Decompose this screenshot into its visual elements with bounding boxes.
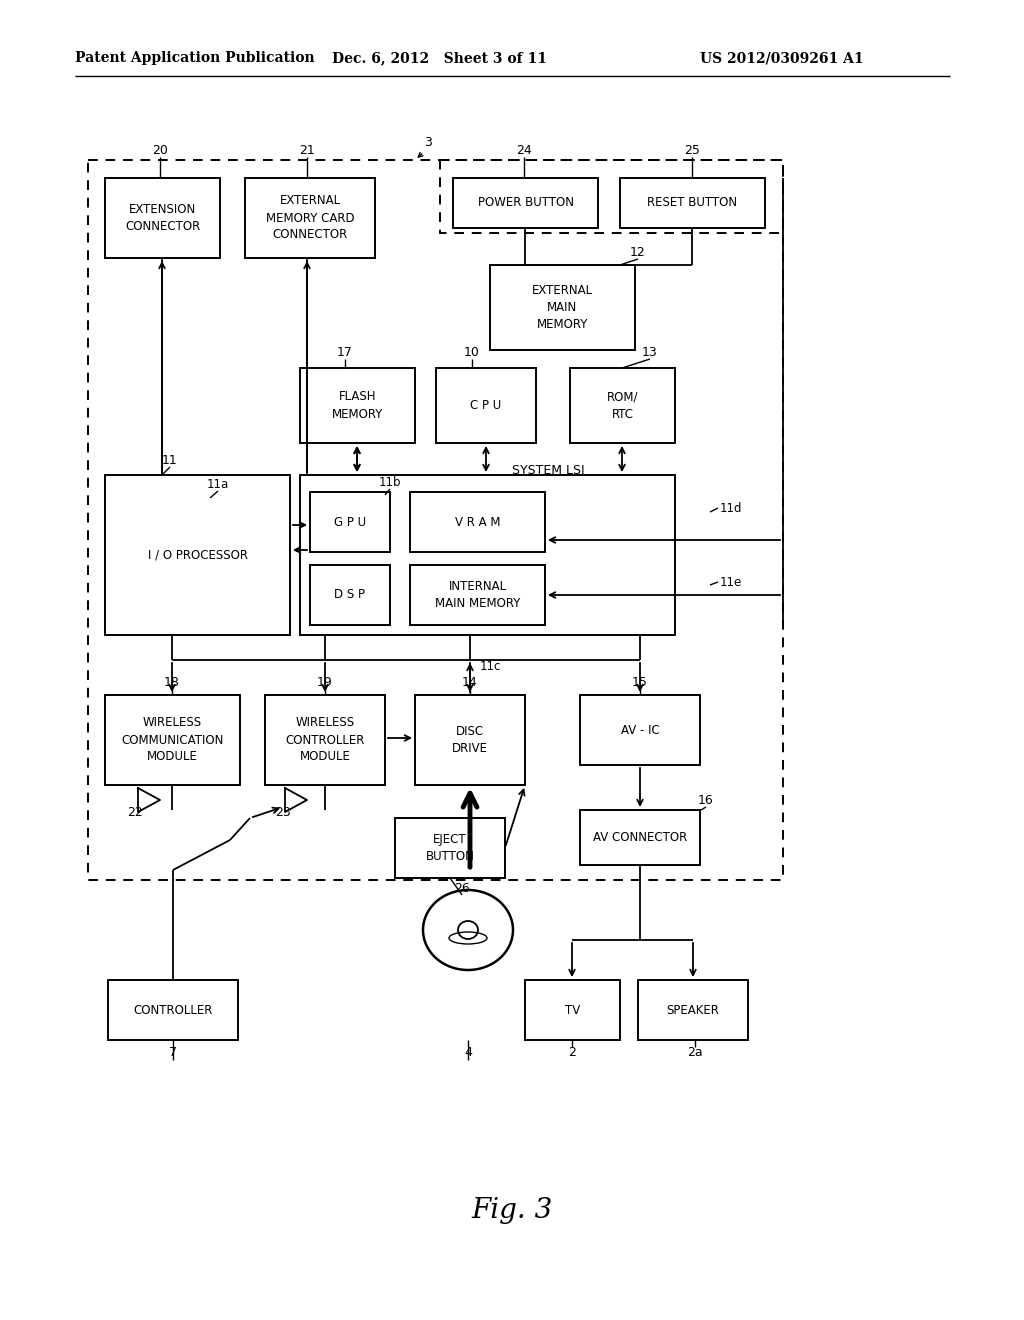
Text: EXTERNAL
MAIN
MEMORY: EXTERNAL MAIN MEMORY (531, 284, 593, 331)
Text: 11a: 11a (207, 479, 229, 491)
Text: V R A M: V R A M (455, 516, 501, 528)
Text: 19: 19 (317, 676, 333, 689)
Bar (265, 696, 385, 785)
Text: 24: 24 (516, 144, 531, 157)
Text: 2: 2 (568, 1047, 575, 1060)
Text: POWER BUTTON: POWER BUTTON (477, 197, 573, 210)
Bar (490, 265, 635, 350)
Text: 14: 14 (462, 676, 478, 689)
Bar (105, 696, 240, 785)
Text: AV CONNECTOR: AV CONNECTOR (593, 832, 687, 843)
Text: INTERNAL
MAIN MEMORY: INTERNAL MAIN MEMORY (435, 579, 520, 610)
Text: 15: 15 (632, 676, 648, 689)
Bar (395, 818, 505, 878)
Text: 25: 25 (684, 144, 700, 157)
Text: 7: 7 (169, 1047, 177, 1060)
Text: RESET BUTTON: RESET BUTTON (647, 197, 737, 210)
Bar (300, 368, 415, 444)
Text: 21: 21 (299, 144, 314, 157)
Text: DISC
DRIVE: DISC DRIVE (452, 725, 488, 755)
Bar (620, 178, 765, 228)
Text: 11: 11 (162, 454, 178, 466)
Text: 23: 23 (275, 807, 291, 820)
Text: Patent Application Publication: Patent Application Publication (75, 51, 314, 65)
Text: US 2012/0309261 A1: US 2012/0309261 A1 (700, 51, 863, 65)
Text: EJECT
BUTTON: EJECT BUTTON (426, 833, 474, 863)
Bar (310, 492, 390, 552)
Text: C P U: C P U (470, 399, 502, 412)
Text: ROM/
RTC: ROM/ RTC (607, 391, 638, 421)
Bar (580, 810, 700, 865)
Bar (105, 475, 290, 635)
Text: SPEAKER: SPEAKER (667, 1003, 720, 1016)
Bar (525, 979, 620, 1040)
Bar (638, 979, 748, 1040)
Text: D S P: D S P (335, 589, 366, 602)
Bar (88, 160, 783, 880)
Bar (410, 565, 545, 624)
Bar (440, 160, 783, 234)
Text: Dec. 6, 2012   Sheet 3 of 11: Dec. 6, 2012 Sheet 3 of 11 (333, 51, 548, 65)
Bar (105, 178, 220, 257)
Ellipse shape (423, 890, 513, 970)
Text: TV: TV (565, 1003, 581, 1016)
Text: 11c: 11c (479, 660, 501, 672)
Bar (245, 178, 375, 257)
Text: AV - IC: AV - IC (621, 723, 659, 737)
Text: EXTERNAL
MEMORY CARD
CONNECTOR: EXTERNAL MEMORY CARD CONNECTOR (265, 194, 354, 242)
Text: 18: 18 (164, 676, 180, 689)
Text: WIRELESS
COMMUNICATION
MODULE: WIRELESS COMMUNICATION MODULE (121, 717, 223, 763)
Text: G P U: G P U (334, 516, 366, 528)
Text: 26: 26 (454, 882, 470, 895)
Bar (415, 696, 525, 785)
Text: SYSTEM LSI: SYSTEM LSI (512, 463, 585, 477)
Text: 16: 16 (698, 793, 714, 807)
Text: Fig. 3: Fig. 3 (471, 1196, 553, 1224)
Text: 4: 4 (464, 1047, 472, 1060)
Bar (580, 696, 700, 766)
Text: 12: 12 (630, 246, 646, 259)
Bar (570, 368, 675, 444)
Text: 22: 22 (127, 807, 143, 820)
Text: 3: 3 (424, 136, 432, 149)
Text: 11d: 11d (720, 502, 742, 515)
Text: 13: 13 (642, 346, 657, 359)
Bar (300, 475, 675, 635)
Text: WIRELESS
CONTROLLER
MODULE: WIRELESS CONTROLLER MODULE (286, 717, 365, 763)
Text: 2a: 2a (687, 1047, 702, 1060)
Text: EXTENSION
CONNECTOR: EXTENSION CONNECTOR (125, 203, 200, 234)
Text: FLASH
MEMORY: FLASH MEMORY (332, 391, 383, 421)
Bar (108, 979, 238, 1040)
Ellipse shape (458, 921, 478, 939)
Bar (453, 178, 598, 228)
Text: 11b: 11b (379, 477, 401, 490)
Text: 17: 17 (337, 346, 353, 359)
Bar (436, 368, 536, 444)
Text: 20: 20 (152, 144, 168, 157)
Text: I / O PROCESSOR: I / O PROCESSOR (147, 549, 248, 561)
Text: CONTROLLER: CONTROLLER (133, 1003, 213, 1016)
Bar (310, 565, 390, 624)
Bar (410, 492, 545, 552)
Text: 10: 10 (464, 346, 480, 359)
Text: 11e: 11e (720, 576, 742, 589)
